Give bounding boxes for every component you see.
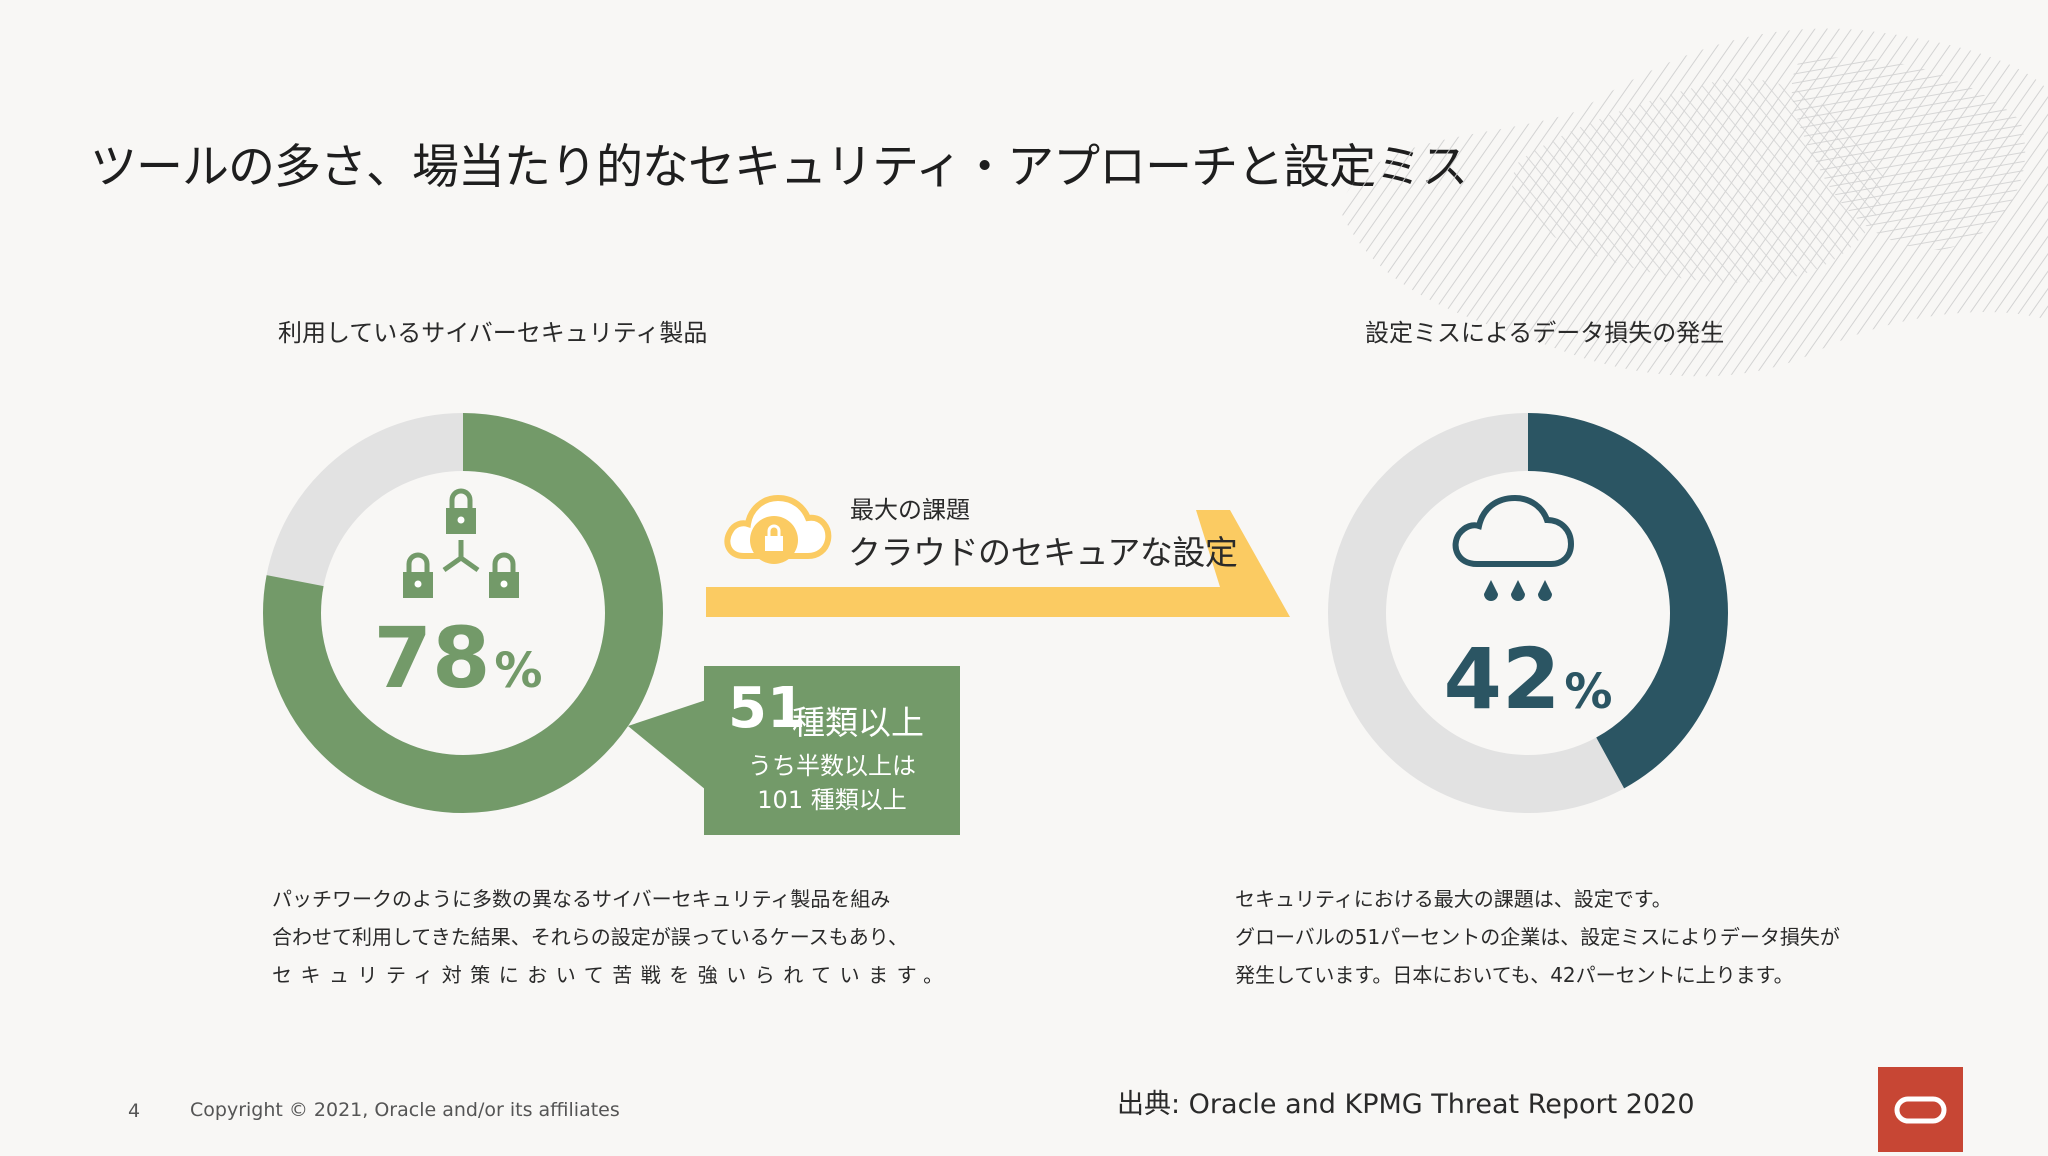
left-description-line: 合わせて利用してきた結果、それらの設定が誤っているケースもあり、	[272, 925, 908, 949]
page-number: 4	[128, 1100, 141, 1122]
callout-sub-line2: 101 種類以上	[757, 786, 907, 814]
banner-subtitle: 最大の課題	[850, 496, 970, 524]
callout-sub-line1: うち半数以上は	[748, 752, 916, 780]
callout-count: 51	[728, 676, 806, 741]
right-donut-value-arc	[1328, 413, 1728, 813]
oracle-logo	[1878, 1067, 1963, 1152]
copyright-notice: Copyright © 2021, Oracle and/or its affi…	[190, 1099, 620, 1121]
banner-arrow	[706, 510, 1290, 617]
right-chart-caption: 設定ミスによるデータ損失の発生	[1365, 319, 1725, 347]
right-percent-label: 42%	[1444, 630, 1613, 728]
left-donut-value-arc	[263, 413, 663, 813]
cloud-lock-icon	[724, 494, 832, 564]
right-description-line: セキュリティにおける最大の課題は、設定です。	[1235, 887, 1672, 911]
left-percent-label: 78%	[374, 609, 543, 707]
banner-title: クラウドのセキュアな設定	[848, 533, 1238, 572]
right-description: セキュリティにおける最大の課題は、設定です。 グローバルの51パーセントの企業は…	[1235, 880, 1840, 994]
callout-pointer	[628, 700, 706, 790]
right-description-line: 発生しています。日本においても、42パーセントに上ります。	[1235, 963, 1794, 987]
callout-box: 51 種類以上 うち半数以上は 101 種類以上	[704, 666, 960, 835]
padlock-network-icon	[403, 488, 519, 598]
source-citation: 出典: Oracle and KPMG Threat Report 2020	[1117, 1089, 1695, 1120]
right-description-line: グローバルの51パーセントの企業は、設定ミスによりデータ損失が	[1235, 925, 1840, 949]
left-chart-caption: 利用しているサイバーセキュリティ製品	[278, 319, 708, 347]
oracle-logo-icon	[1894, 1096, 1947, 1124]
rain-cloud-icon	[1452, 494, 1575, 601]
left-donut-chart: 78%	[263, 413, 663, 813]
left-description-line: パッチワークのように多数の異なるサイバーセキュリティ製品を組み	[272, 887, 891, 911]
callout-unit: 種類以上	[792, 703, 924, 742]
decorative-texture	[1340, 28, 2048, 377]
page-title: ツールの多さ、場当たり的なセキュリティ・アプローチと設定ミス	[90, 140, 1468, 195]
right-donut-chart: 42%	[1328, 413, 1728, 813]
left-description-line: セキュリティ対策において苦戦を強いられています。	[272, 963, 952, 987]
left-description: パッチワークのように多数の異なるサイバーセキュリティ製品を組み 合わせて利用して…	[272, 880, 952, 994]
